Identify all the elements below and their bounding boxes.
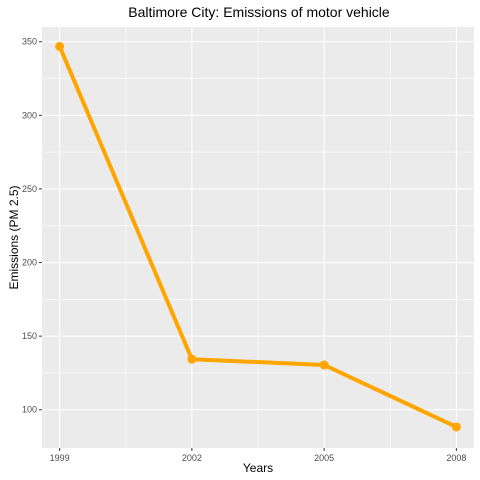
y-tick-label: 100 [22,405,37,415]
y-tick-label: 200 [22,258,37,268]
series-layer [55,41,461,432]
minor-gridlines [42,27,474,448]
data-point [55,41,65,51]
major-gridlines [42,27,474,448]
data-point [451,422,461,432]
x-axis-title: Years [243,461,273,475]
y-axis: 100 150 200 250 300 350 [22,37,42,415]
data-point [187,354,197,364]
x-axis: 1999 2002 2005 2008 [50,448,466,463]
chart-title: Baltimore City: Emissions of motor vehic… [128,4,390,20]
x-tick-label: 2005 [314,453,334,463]
x-tick-label: 2008 [446,453,466,463]
y-axis-title: Emissions (PM 2.5) [7,185,21,289]
series-line [57,44,459,429]
y-tick-label: 250 [22,184,37,194]
x-tick-label: 2002 [182,453,202,463]
y-tick-label: 300 [22,110,37,120]
y-tick-label: 150 [22,331,37,341]
x-tick-label: 1999 [50,453,70,463]
data-point [319,360,329,370]
y-tick-label: 350 [22,37,37,47]
